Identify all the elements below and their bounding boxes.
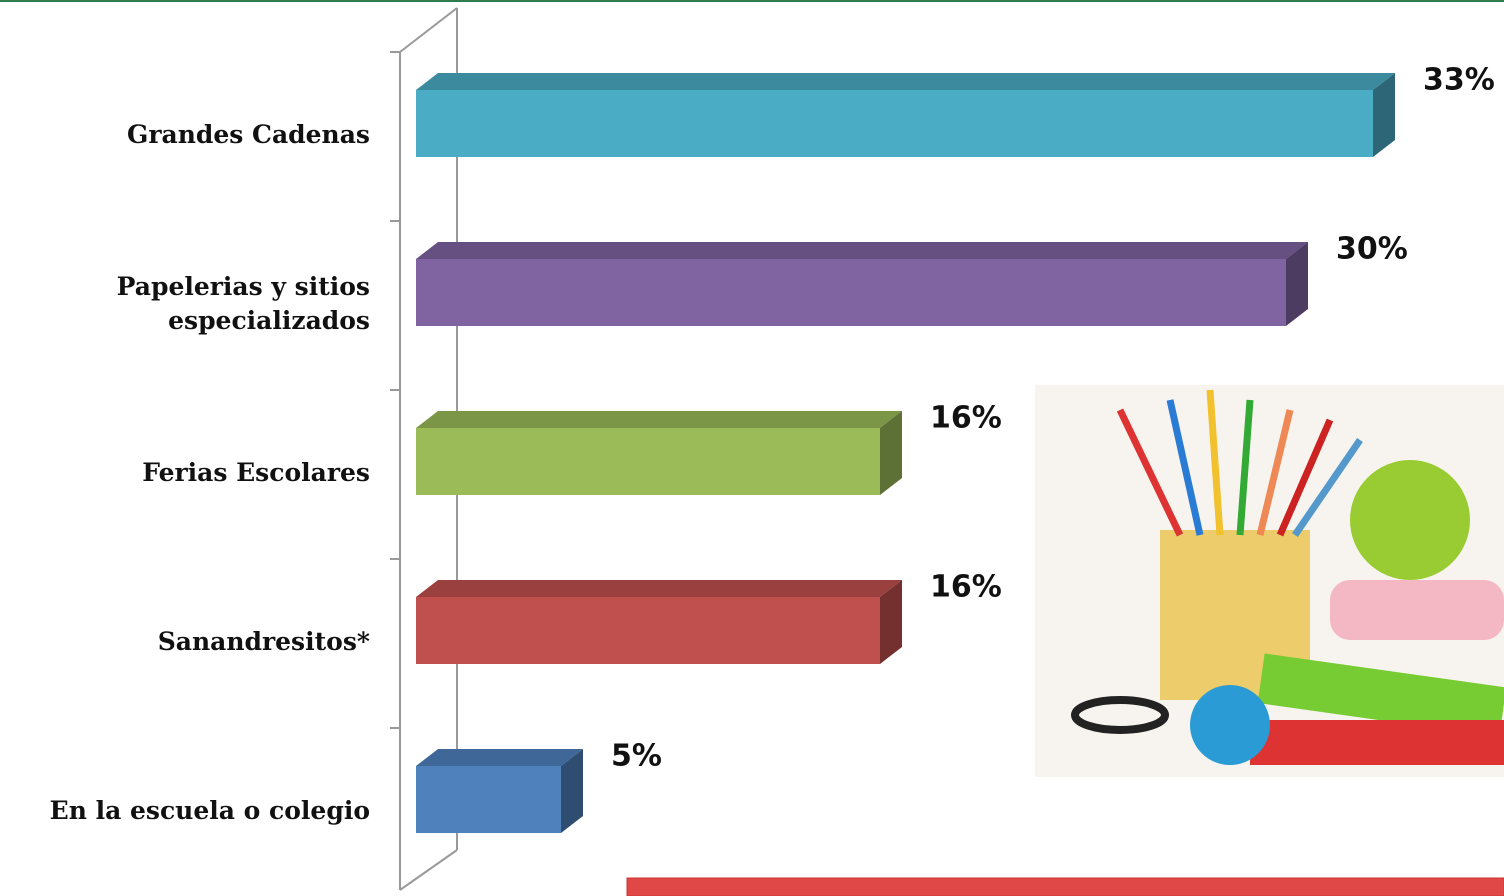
footer-box <box>626 877 1504 896</box>
bar <box>416 259 1286 326</box>
bar-top <box>416 411 902 428</box>
category-label: Sanandresitos* <box>157 627 370 656</box>
bar-top <box>416 242 1308 259</box>
bar <box>416 90 1373 157</box>
category-label: En la escuela o colegio <box>49 796 370 825</box>
bar-top <box>416 580 902 597</box>
bar <box>416 766 561 833</box>
bar <box>416 597 880 664</box>
category-label: Papelerias y sitios especializados <box>116 272 370 335</box>
value-label: 16% <box>930 569 1002 605</box>
bar-side <box>561 749 583 833</box>
value-label: 30% <box>1336 231 1408 267</box>
bar <box>416 428 880 495</box>
category-label: Ferias Escolares <box>142 458 370 487</box>
bar-side <box>1286 242 1308 326</box>
value-label: 16% <box>930 400 1002 436</box>
bar-top <box>416 749 583 766</box>
bar-side <box>1373 73 1395 157</box>
bar-top <box>416 73 1395 90</box>
school-supplies-image <box>1035 385 1504 777</box>
value-label: 5% <box>611 738 662 774</box>
value-label: 33% <box>1423 62 1495 98</box>
category-label: Grandes Cadenas <box>127 120 370 149</box>
bar-side <box>880 411 902 495</box>
bar-side <box>880 580 902 664</box>
